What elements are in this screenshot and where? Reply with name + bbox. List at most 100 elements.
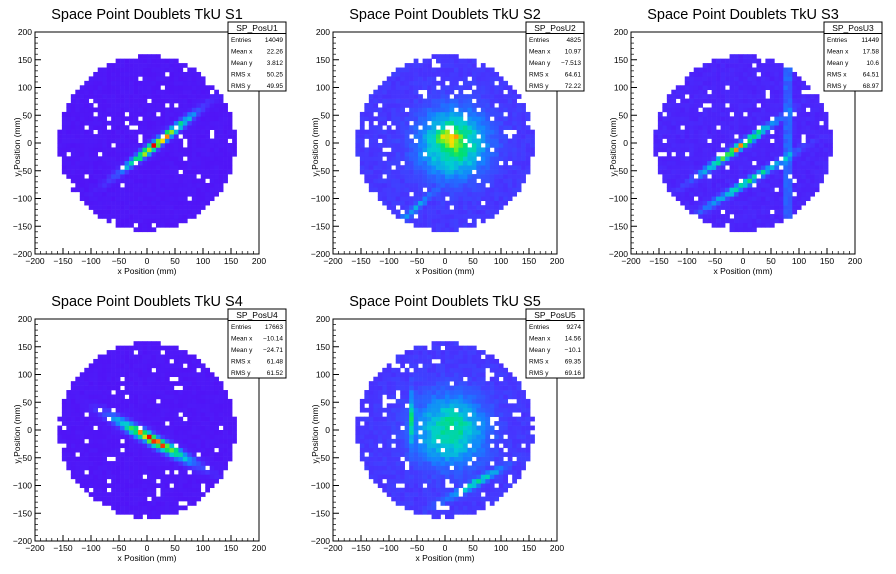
heatmap-cell <box>720 125 726 130</box>
heatmap-cell <box>729 200 735 206</box>
heatmap-cell <box>115 76 121 82</box>
heatmap-cell <box>120 394 125 400</box>
heatmap-cell <box>507 178 513 184</box>
heatmap-cell <box>689 98 695 104</box>
heatmap-cell <box>498 98 504 104</box>
x-tick-label: −50 <box>708 256 723 266</box>
heatmap-cell <box>778 129 784 135</box>
heatmap-cell <box>756 63 762 68</box>
heatmap-cell <box>671 160 677 166</box>
heatmap-cell <box>796 89 802 95</box>
heatmap-cell <box>382 134 388 139</box>
heatmap-cell <box>729 120 735 126</box>
heatmap-cell <box>115 80 121 86</box>
heatmap-cell <box>178 218 184 224</box>
heatmap-cell <box>516 174 522 179</box>
heatmap-cell <box>743 165 748 170</box>
heatmap-cell <box>485 71 491 77</box>
heatmap-cell <box>205 367 211 373</box>
heatmap-cell <box>164 483 170 489</box>
heatmap-cell <box>88 182 94 188</box>
heatmap-cell <box>160 80 166 86</box>
heatmap-cell <box>84 416 90 422</box>
heatmap-cell <box>160 461 166 466</box>
heatmap-cell <box>693 143 699 148</box>
heatmap-cell <box>70 447 76 453</box>
heatmap-cell <box>431 147 437 153</box>
heatmap-cell <box>823 143 829 148</box>
heatmap-cell <box>88 425 94 431</box>
heatmap-cell <box>66 120 72 126</box>
heatmap-cell <box>783 116 789 122</box>
heatmap-cell <box>693 147 699 153</box>
heatmap-cell <box>760 214 766 219</box>
heatmap-cell <box>147 191 152 197</box>
heatmap-cell <box>120 76 125 82</box>
heatmap-cell <box>418 222 423 228</box>
heatmap-cell <box>480 196 486 202</box>
heatmap-cell <box>734 58 739 64</box>
heatmap-cell <box>747 63 753 68</box>
heatmap-cell <box>124 434 130 440</box>
heatmap-cell <box>395 125 401 130</box>
heatmap-cell <box>769 63 775 68</box>
heatmap-cell <box>792 80 798 86</box>
heatmap-cell <box>751 94 757 99</box>
heatmap-cell <box>418 134 423 139</box>
heatmap-cell <box>102 103 107 108</box>
heatmap-cell <box>716 187 721 193</box>
heatmap-cell <box>191 492 197 497</box>
heatmap-cell <box>467 187 473 193</box>
heatmap-cell <box>760 160 766 166</box>
heatmap-cell <box>778 76 784 82</box>
heatmap-cell <box>359 120 365 126</box>
heatmap-cell <box>684 111 690 117</box>
heatmap-cell <box>133 134 139 139</box>
heatmap-cell <box>160 147 166 153</box>
heatmap-cell <box>169 412 175 417</box>
heatmap-cell <box>684 205 690 210</box>
heatmap-cell <box>462 98 468 104</box>
heatmap-cell <box>155 394 161 400</box>
heatmap-cell <box>120 103 125 108</box>
heatmap-cell <box>205 85 211 91</box>
heatmap-cell <box>102 156 107 162</box>
heatmap-cell <box>84 182 90 188</box>
y-tick-label: 150 <box>316 55 330 65</box>
heatmap-cell <box>79 143 85 148</box>
heatmap-cell <box>133 505 139 511</box>
heatmap-cell <box>142 138 148 144</box>
heatmap-cell <box>151 438 157 444</box>
heatmap-cell <box>716 191 721 197</box>
heatmap-cell <box>209 160 215 166</box>
heatmap-cell <box>66 147 72 153</box>
heatmap-cell <box>498 151 504 157</box>
heatmap-cell <box>120 143 125 148</box>
heatmap-cell <box>209 376 215 382</box>
heatmap-cell <box>422 138 428 144</box>
heatmap-cell <box>774 182 780 188</box>
heatmap-cell <box>680 196 686 202</box>
heatmap-cell <box>187 151 193 157</box>
heatmap-cell <box>142 222 148 228</box>
heatmap-cell <box>102 412 107 417</box>
heatmap-cell <box>471 214 477 219</box>
heatmap-cell <box>173 80 179 86</box>
heatmap-cell <box>445 89 450 95</box>
heatmap-cell <box>187 67 193 73</box>
heatmap-cell <box>75 147 81 153</box>
heatmap-cell <box>124 381 130 386</box>
heatmap-cell <box>702 134 708 139</box>
heatmap-cell <box>751 178 757 184</box>
heatmap-cell <box>458 67 464 73</box>
heatmap-cell <box>440 209 446 215</box>
heatmap-cell <box>480 76 486 82</box>
heatmap-cell <box>106 98 112 104</box>
heatmap-cell <box>769 120 775 126</box>
heatmap-cell <box>653 143 659 148</box>
heatmap-cell <box>160 345 166 351</box>
heatmap-cell <box>494 125 500 130</box>
heatmap-cell <box>124 505 130 511</box>
heatmap-cell <box>404 80 410 86</box>
heatmap-cell <box>88 407 94 413</box>
